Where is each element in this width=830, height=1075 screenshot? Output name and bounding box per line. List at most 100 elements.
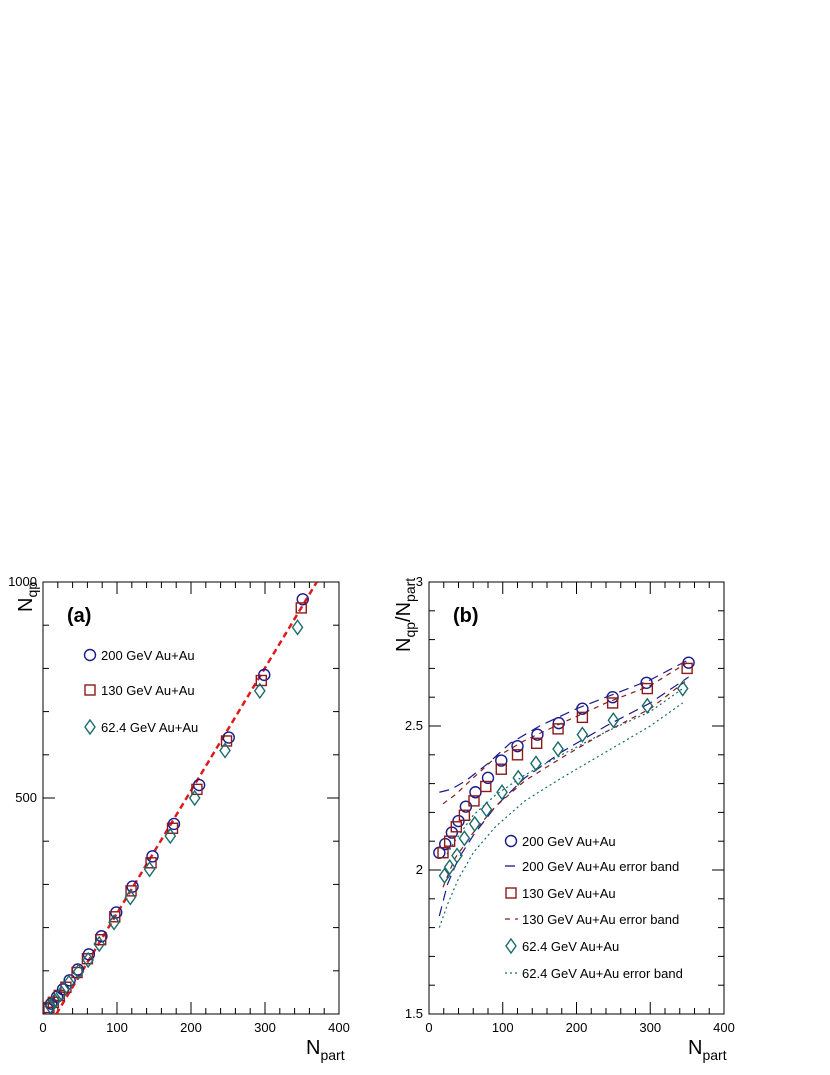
data-point-diamond xyxy=(438,867,451,884)
data-point-diamond xyxy=(124,889,137,906)
data-point-square xyxy=(437,847,449,859)
error-band-upper xyxy=(442,662,688,805)
data-point-square xyxy=(530,737,543,749)
y-axis-title-main: N xyxy=(15,598,37,612)
data-point-diamond xyxy=(143,861,156,878)
data-point-square xyxy=(125,885,137,897)
data-point-diamond xyxy=(82,951,95,969)
error-band-upper xyxy=(439,659,689,793)
x-axis-title-main: N xyxy=(688,1037,702,1059)
data-point-diamond xyxy=(676,680,689,697)
y-axis-title: Nqp xyxy=(15,582,40,612)
x-tick-label: 200 xyxy=(180,1020,202,1035)
data-point-diamond xyxy=(480,801,493,818)
x-tick-label: 0 xyxy=(39,1020,46,1035)
plot-area xyxy=(43,582,318,1014)
data-point-circle xyxy=(606,691,619,704)
plot-area xyxy=(433,656,695,928)
data-point-diamond xyxy=(291,619,304,636)
data-point-square xyxy=(95,933,107,946)
y-axis-title-sub: qp xyxy=(402,622,418,638)
data-point-diamond xyxy=(458,830,471,847)
data-point-diamond xyxy=(496,784,508,801)
data-point-diamond xyxy=(641,697,654,715)
error-band-lower xyxy=(438,702,684,928)
data-point-diamond xyxy=(55,985,68,1002)
data-point-diamond xyxy=(607,712,620,729)
legend-entry: 200 GeV Au+Au xyxy=(522,834,616,849)
x-axis-title: Npart xyxy=(688,1037,727,1063)
data-point-diamond xyxy=(63,974,75,992)
legend-entry: 130 GeV Au+Au xyxy=(101,683,195,698)
legend-entry: 130 GeV Au+Au xyxy=(522,886,616,901)
data-point-circle xyxy=(640,676,653,689)
y-tick-label: 2.5 xyxy=(405,718,423,733)
data-point-circle xyxy=(481,771,495,785)
data-point-diamond xyxy=(576,726,589,743)
data-point-square xyxy=(480,780,492,793)
legend-entry: 200 GeV Au+Au error band xyxy=(522,859,679,874)
x-tick-label: 100 xyxy=(492,1020,514,1035)
data-point-circle xyxy=(682,656,695,669)
data-point-circle xyxy=(459,800,473,813)
data-point-circle xyxy=(552,716,565,730)
x-tick-label: 400 xyxy=(713,1020,735,1035)
x-tick-label: 400 xyxy=(328,1020,350,1035)
data-point-diamond xyxy=(72,963,85,980)
data-point-diamond xyxy=(44,998,57,1014)
data-point-circle xyxy=(511,739,524,753)
y-tick-label: 1000 xyxy=(8,574,37,589)
data-point-circle xyxy=(469,786,482,799)
data-point-diamond xyxy=(188,789,201,807)
legend-entry: 62.4 GeV Au+Au xyxy=(522,939,619,954)
legend-marker-circle xyxy=(83,648,97,662)
data-point-circle xyxy=(222,731,235,744)
data-point-square xyxy=(511,749,524,761)
data-point-diamond xyxy=(48,992,61,1010)
data-point-diamond xyxy=(253,682,266,700)
x-axis-title: Npart xyxy=(306,1037,345,1063)
data-point-circle xyxy=(531,728,544,741)
y-tick-label: 3 xyxy=(416,574,423,589)
data-point-diamond xyxy=(530,755,542,772)
data-point-circle xyxy=(63,974,76,987)
data-point-square xyxy=(576,711,589,724)
data-point-diamond xyxy=(552,740,564,758)
error-band-lower xyxy=(438,676,689,917)
legend-entry: 200 GeV Au+Au xyxy=(101,648,195,663)
y-axis-title-sub: qp xyxy=(24,582,40,598)
data-point-square xyxy=(109,911,121,923)
x-tick-label: 300 xyxy=(254,1020,276,1035)
panel-label: (b) xyxy=(453,605,479,627)
x-axis-title-sub: part xyxy=(702,1047,726,1063)
data-point-diamond xyxy=(443,858,456,876)
data-point-circle xyxy=(296,593,309,606)
data-point-diamond xyxy=(93,935,106,953)
data-point-square xyxy=(295,602,307,614)
data-point-diamond xyxy=(108,914,120,931)
y-axis-title-slash: /N xyxy=(393,602,415,622)
data-point-circle xyxy=(495,754,508,767)
data-point-diamond xyxy=(468,815,481,833)
data-point-square xyxy=(450,821,462,833)
panel-label: (a) xyxy=(67,605,91,627)
error-band-lower xyxy=(442,679,688,888)
data-point-square xyxy=(443,835,456,847)
error-band-upper xyxy=(443,688,684,859)
data-point-diamond xyxy=(219,742,231,759)
data-point-square xyxy=(145,857,157,869)
data-point-diamond xyxy=(164,827,177,845)
fit-line xyxy=(55,582,318,1014)
y-axis-title-sub2: part xyxy=(402,578,418,602)
y-tick-label: 2 xyxy=(416,862,423,877)
data-point-diamond xyxy=(512,769,525,787)
data-point-circle xyxy=(146,850,159,863)
legend-entry: 62.4 GeV Au+Au error band xyxy=(522,966,683,981)
y-tick-label: 1.5 xyxy=(405,1006,423,1021)
x-tick-label: 0 xyxy=(425,1020,432,1035)
y-axis-title-main: N xyxy=(393,638,415,652)
x-tick-label: 200 xyxy=(566,1020,588,1035)
legend-marker-circle xyxy=(504,834,518,848)
x-tick-label: 300 xyxy=(639,1020,661,1035)
data-point-square xyxy=(458,809,471,821)
